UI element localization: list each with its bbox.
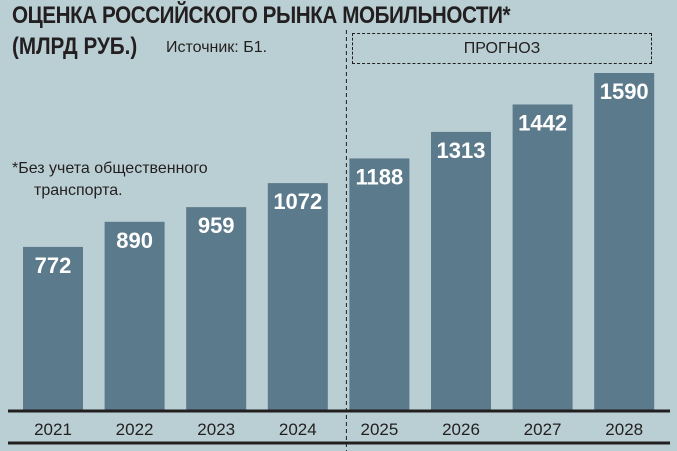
bar-2027 [512,104,573,411]
tick-label-2026: 2026 [442,420,480,439]
forecast-label: ПРОГНОЗ [352,33,652,64]
chart-title: ОЦЕНКА РОССИЙСКОГО РЫНКА МОБИЛЬНОСТИ* [12,2,511,29]
value-label-2026: 1313 [437,138,486,163]
tick-label-2027: 2027 [524,420,562,439]
bar-2022 [104,221,165,411]
bar-2023 [186,207,247,411]
value-label-2023: 959 [198,213,235,238]
bar-2028 [594,73,655,411]
footnote: *Без учета общественного транспорта. [12,158,252,202]
tick-label-2023: 2023 [197,420,235,439]
tick-label-2028: 2028 [605,420,643,439]
value-label-2025: 1188 [356,164,404,189]
value-label-2027: 1442 [518,110,567,135]
bar-2026 [431,131,491,411]
tick-label-2025: 2025 [360,420,398,439]
bar-2024 [267,183,328,411]
footnote-line-2: транспорта. [34,182,123,199]
bar-2025 [349,158,410,411]
value-label-2021: 772 [35,253,72,278]
value-label-2022: 890 [116,228,153,253]
tick-label-2022: 2022 [116,420,154,439]
unit-label: (МЛРД РУБ.) [12,33,138,60]
value-label-2024: 1072 [273,189,322,214]
tick-label-2024: 2024 [279,420,317,439]
tick-label-2021: 2021 [34,420,72,439]
bar-2021 [23,246,83,411]
source-label: Источник: Б1. [166,39,268,56]
footnote-line-1: *Без учета общественного [12,160,208,177]
value-label-2028: 1590 [600,79,649,104]
